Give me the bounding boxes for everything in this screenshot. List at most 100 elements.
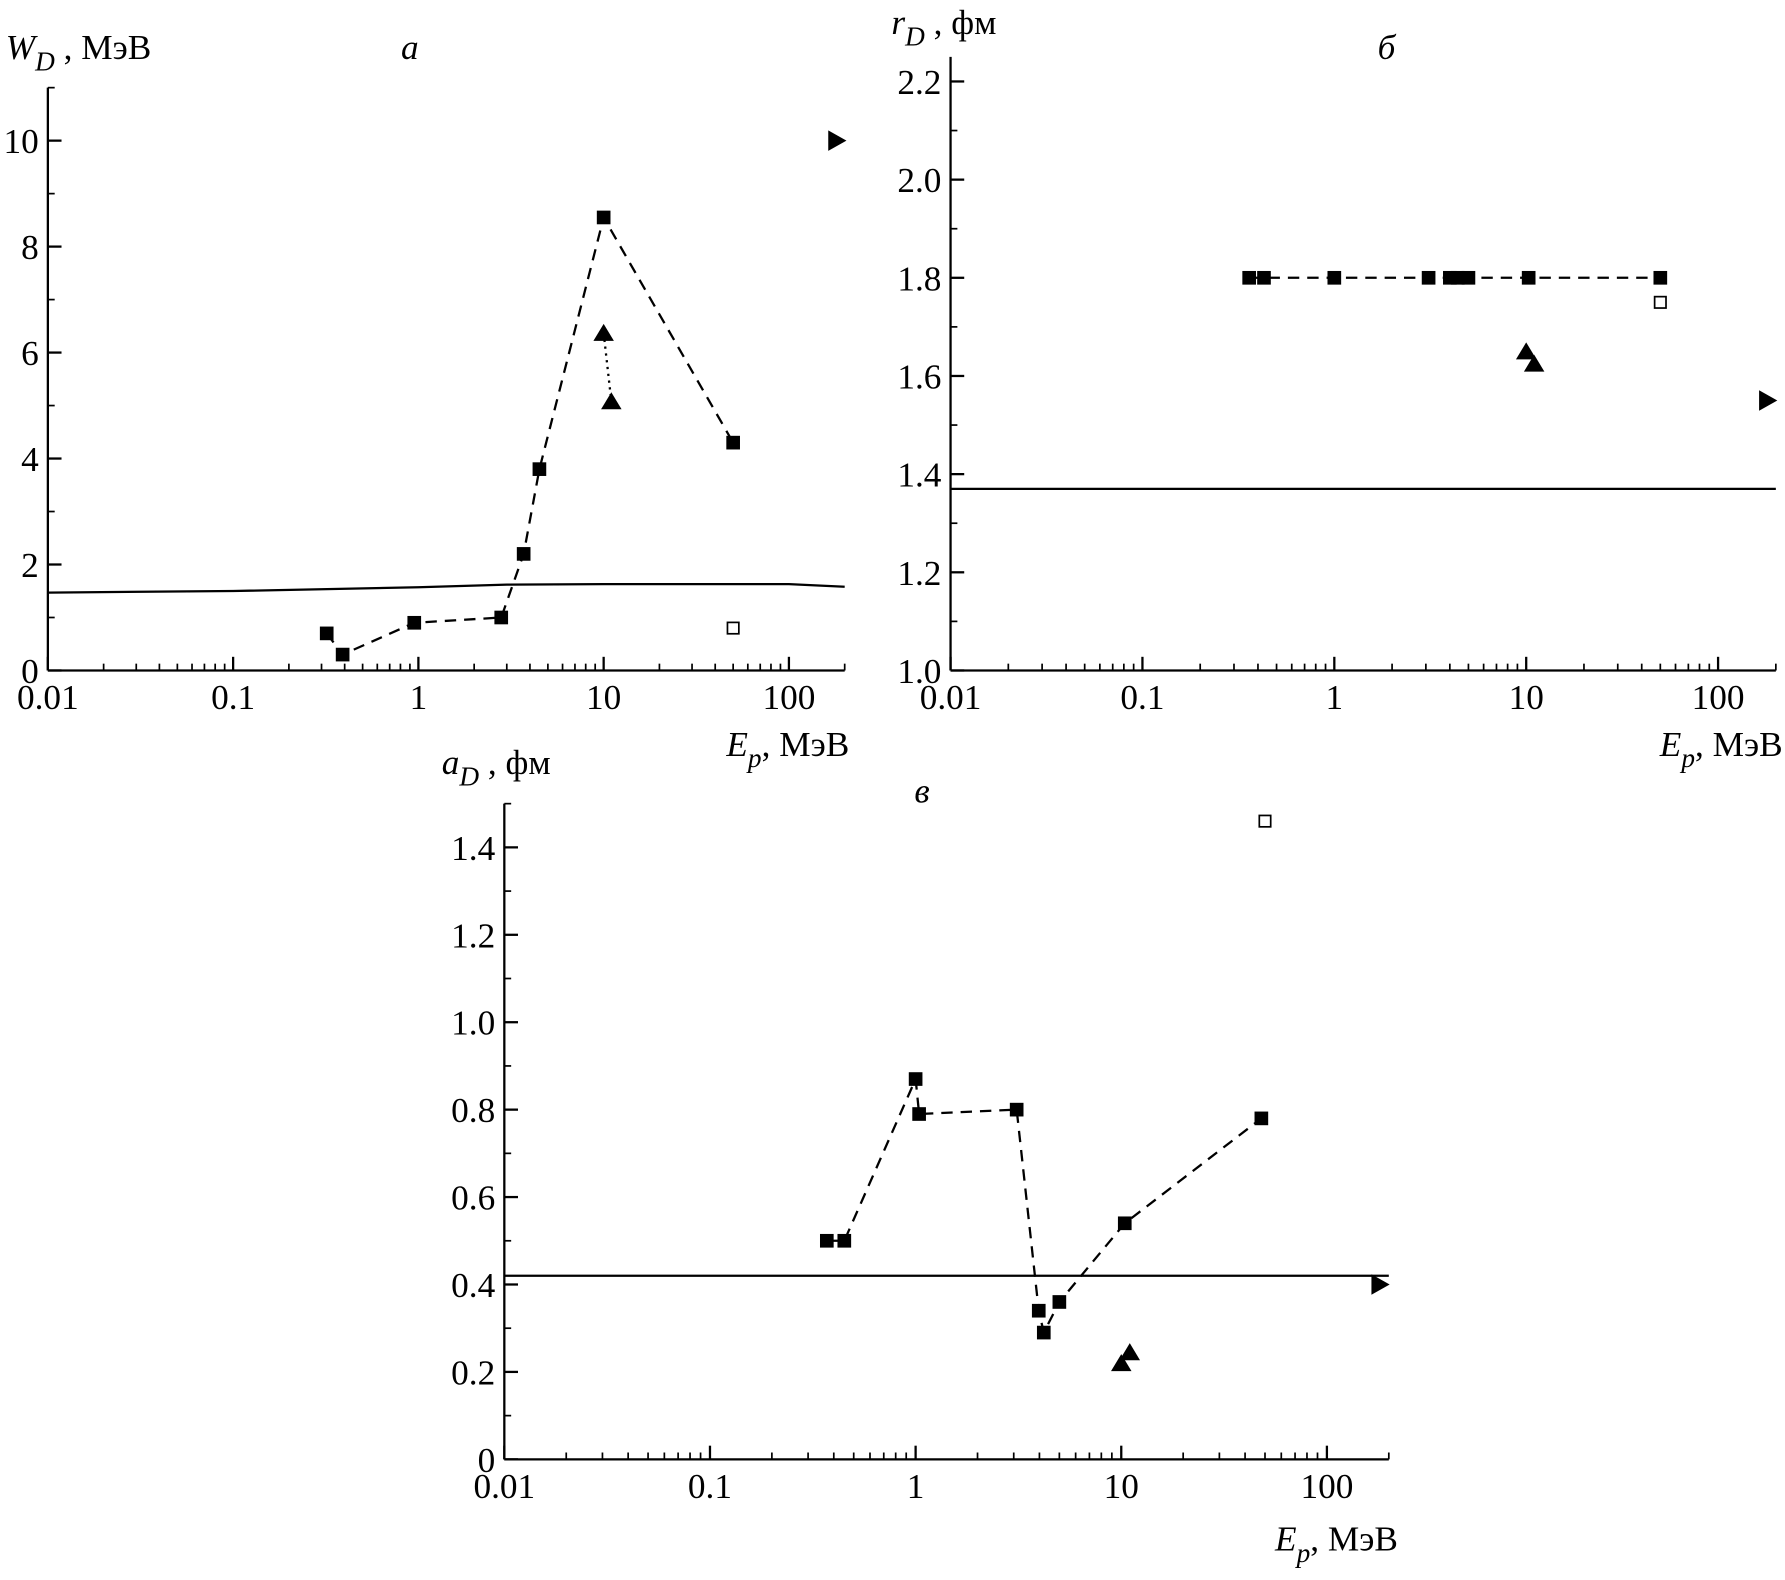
data-point [1450,270,1465,285]
y-tick-label: 0.2 [451,1353,495,1392]
series-line [826,1074,1263,1336]
panel: 0 0.2 0.4 0.6 0.8 1.0 1.2 1.4 0.01 0.1 1 10 100 aD , … [442,743,1398,1568]
data-point [516,547,531,561]
data-point [1523,354,1545,372]
y-tick-label: 1.6 [897,357,941,396]
label-unit: , МэВ [55,28,151,67]
data-point [908,1072,923,1086]
data-point [837,1233,852,1248]
x-tick-label: 0.01 [17,678,79,717]
x-tick-label: 1 [907,1467,925,1506]
label-unit: , фм [925,3,997,42]
y-tick-label: 0 [478,1441,496,1480]
label-subscript: p [1679,743,1695,773]
series-line [602,332,613,402]
y-tick-label: 0 [21,652,39,691]
x-tick-label: 100 [762,678,815,717]
data-point [1052,1295,1067,1309]
data-point [1119,1343,1141,1361]
y-tick-label: 1.4 [451,829,495,868]
data-point [1521,270,1536,285]
y-tick-label: 1.2 [897,554,941,593]
data-point [593,323,614,341]
data-point [601,392,622,410]
data-point [1653,295,1667,309]
y-tick-label: 0.8 [451,1091,495,1130]
data-point [726,621,740,635]
data-point [1327,270,1342,285]
data-point [828,130,847,151]
data-point [1111,1354,1132,1372]
label-symbol: E [725,725,748,764]
data-point [1117,1216,1132,1231]
label-symbol: a [442,743,460,782]
y-tick-label: 8 [21,228,39,267]
panel-title: б [1378,28,1397,67]
x-tick-label: 0.1 [1120,678,1164,717]
data-point [726,435,740,450]
data-point [1031,1303,1046,1318]
data-point [1421,270,1436,285]
panel-title: а [401,28,419,67]
label-symbol: W [6,28,39,67]
y-tick-label: 1.2 [451,916,495,955]
y-axis-label: WD , МэВ [6,28,152,76]
data-point [819,1233,834,1248]
data-point [407,615,422,630]
label-subscript: D [458,761,479,791]
label-symbol: E [1274,1519,1297,1558]
data-point [1461,270,1476,285]
x-tick-label: 10 [1509,678,1544,717]
y-tick-label: 1.0 [897,652,941,691]
x-tick-label: 0.1 [211,678,255,717]
data-point [1254,1111,1269,1126]
label-unit: , МэВ [1310,1519,1398,1558]
data-point [1258,814,1272,828]
x-axis-label: Ep, МэВ [725,725,849,773]
x-tick-label: 0.01 [920,678,982,717]
label-unit: , МэВ [1695,725,1783,764]
y-tick-label: 1.0 [451,1004,495,1043]
x-tick-label: 1 [410,678,428,717]
data-point [319,626,334,641]
label-subscript: D [34,47,55,77]
data-point [1515,342,1537,360]
y-tick-label: 4 [21,440,39,479]
x-axis-label: Ep, МэВ [1659,725,1783,773]
data-point [596,210,611,225]
series-line [47,582,845,594]
label-subscript: p [746,743,762,773]
data-point [1653,270,1668,285]
data-point [1257,270,1271,285]
y-tick-label: 0.4 [451,1266,495,1305]
y-tick-label: 2 [21,546,39,585]
y-tick-label: 1.8 [897,259,941,298]
data-point [532,462,547,476]
x-tick-label: 10 [586,678,621,717]
label-subscript: p [1295,1538,1311,1568]
label-unit: , фм [479,743,551,782]
label-symbol: r [891,3,905,42]
x-tick-label: 0.01 [473,1467,535,1506]
x-tick-label: 10 [1104,1467,1139,1506]
label-symbol: E [1659,725,1682,764]
label-subscript: D [904,22,925,52]
y-tick-label: 0.6 [451,1179,495,1218]
panel-title: в [914,772,929,811]
data-point [912,1107,926,1121]
data-point [1036,1325,1051,1340]
y-axis-label: rD , фм [891,3,996,51]
data-point [494,610,509,625]
data-point [1009,1102,1024,1117]
y-tick-label: 1.4 [897,456,941,495]
series-line [325,214,735,656]
label-unit: , МэВ [762,725,850,764]
x-tick-label: 0.1 [688,1467,732,1506]
y-axis-label: aD , фм [442,743,551,791]
data-point [1242,270,1257,285]
x-tick-label: 1 [1325,678,1343,717]
x-tick-label: 100 [1692,678,1745,717]
x-axis-label: Ep, МэВ [1274,1519,1398,1567]
